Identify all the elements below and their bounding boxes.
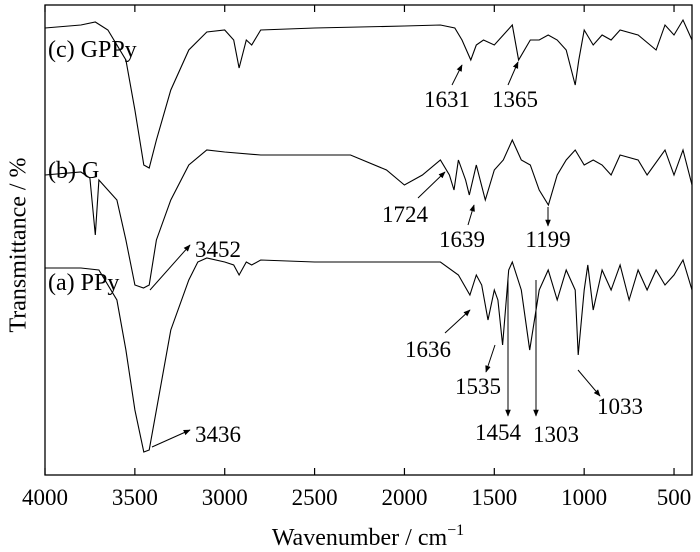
series-label: (a) PPy: [48, 270, 119, 296]
annotation: 3436: [195, 422, 241, 447]
annotation: 1199: [525, 227, 570, 252]
x-tick-label: 1000: [561, 485, 607, 510]
series-label: (c) GPPy: [48, 37, 137, 63]
x-label-sup: −1: [447, 522, 464, 539]
x-label-main: Wavenumber / cm: [272, 525, 448, 551]
annotation: 1033: [597, 394, 643, 419]
series-label: (b) G: [48, 158, 99, 184]
annotation-arrow: [151, 429, 191, 448]
y-axis-label: Transmittance / %: [6, 157, 32, 332]
x-tick-label: 3500: [112, 485, 158, 510]
x-tick-label: 500: [657, 485, 692, 510]
annotation-arrow: [451, 64, 463, 86]
x-axis-label: Wavenumber / cm−1: [272, 522, 464, 551]
annotation: 1303: [533, 422, 579, 447]
spectrum-line: [44, 138, 693, 289]
annotation: 1454: [475, 420, 522, 445]
annotation: 1636: [405, 337, 451, 362]
annotation-arrow: [444, 309, 471, 334]
annotation-arrow: [485, 344, 496, 373]
annotation-arrow: [149, 244, 191, 291]
annotation: 1631: [424, 87, 470, 112]
x-tick-label: 2500: [292, 485, 338, 510]
annotation-arrow: [467, 204, 475, 226]
annotation: 1535: [455, 374, 501, 399]
plot-frame: [44, 4, 693, 476]
spectrum-line: [45, 257, 693, 453]
annotation-arrow: [577, 369, 601, 397]
annotation-arrow: [417, 171, 446, 199]
annotation: 1639: [439, 227, 485, 252]
annotation: 3452: [195, 237, 241, 262]
x-tick-label: 3000: [202, 485, 248, 510]
annotation-arrow: [507, 61, 519, 86]
x-tick-label: 2000: [381, 485, 427, 510]
annotation: 1365: [492, 87, 538, 112]
spectrum-line: [44, 18, 693, 169]
x-tick-label: 1500: [471, 485, 517, 510]
x-tick-label: 4000: [22, 485, 68, 510]
annotation: 1724: [382, 202, 429, 227]
